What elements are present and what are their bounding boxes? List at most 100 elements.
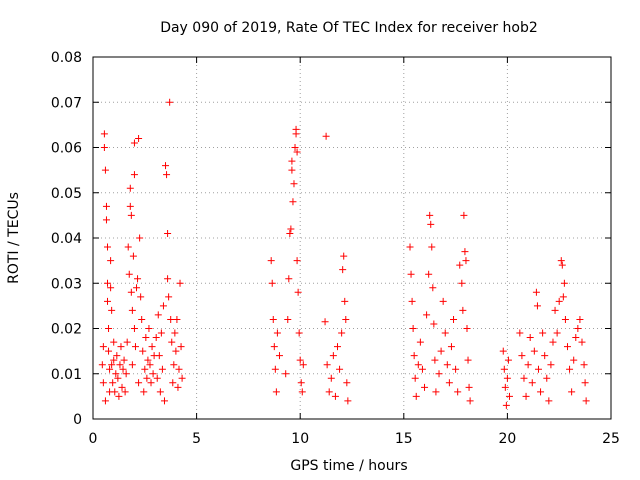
- data-point: [505, 392, 513, 400]
- data-point: [416, 338, 424, 346]
- data-point: [545, 397, 553, 405]
- y-tick-label: 0.02: [51, 322, 82, 338]
- data-point: [465, 383, 473, 391]
- data-point: [134, 275, 142, 283]
- y-tick-label: 0.07: [51, 95, 82, 111]
- data-point: [450, 315, 458, 323]
- data-point: [165, 293, 173, 301]
- data-point: [164, 229, 172, 237]
- data-point: [271, 365, 279, 373]
- data-point: [168, 338, 176, 346]
- data-point: [130, 171, 138, 179]
- x-axis-label: GPS time / hours: [290, 458, 407, 474]
- data-point: [576, 315, 584, 323]
- data-point: [98, 361, 106, 369]
- data-point: [466, 397, 474, 405]
- data-point: [559, 293, 567, 301]
- data-point: [331, 392, 339, 400]
- data-point: [125, 270, 133, 278]
- data-point: [421, 383, 429, 391]
- data-point: [570, 356, 578, 364]
- data-point: [435, 370, 443, 378]
- data-point: [578, 338, 586, 346]
- data-point: [463, 325, 471, 332]
- data-point: [431, 356, 439, 364]
- data-point: [297, 379, 305, 387]
- data-point: [327, 374, 335, 382]
- data-point: [516, 329, 524, 337]
- data-point: [140, 388, 148, 396]
- data-point: [154, 311, 162, 319]
- data-point: [124, 243, 132, 251]
- data-point: [292, 130, 300, 138]
- data-point: [441, 329, 449, 337]
- data-point: [412, 392, 420, 400]
- data-point: [143, 374, 151, 382]
- data-point: [409, 325, 417, 332]
- data-point: [114, 374, 122, 382]
- data-point: [285, 275, 293, 283]
- data-point: [135, 379, 143, 387]
- data-point: [178, 374, 186, 382]
- data-point: [452, 365, 460, 373]
- data-point: [128, 361, 136, 369]
- x-tick-label: 15: [395, 431, 413, 447]
- data-point: [275, 352, 283, 360]
- data-point: [341, 297, 349, 305]
- data-point: [120, 356, 128, 364]
- y-tick-label: 0: [73, 412, 82, 428]
- data-point: [157, 329, 165, 337]
- axis-ticks: 0 5 10 15 20 25 0 0.01 0.02 0.03 0.04 0.05 0.06 0.07 0…: [51, 50, 620, 447]
- data-point: [425, 270, 433, 278]
- data-point: [152, 334, 160, 342]
- data-point: [560, 279, 568, 287]
- data-point: [119, 365, 127, 373]
- data-point: [539, 329, 547, 337]
- data-point: [107, 257, 115, 265]
- y-tick-label: 0.08: [51, 50, 82, 66]
- data-point: [171, 329, 179, 337]
- data-point: [580, 361, 588, 369]
- data-point: [429, 284, 437, 292]
- y-tick-label: 0.03: [51, 276, 82, 292]
- data-point: [293, 148, 301, 156]
- data-point: [428, 243, 436, 251]
- data-point: [344, 397, 352, 405]
- data-point: [500, 365, 508, 373]
- x-tick-label: 25: [602, 431, 620, 447]
- data-point: [339, 266, 347, 274]
- data-point: [269, 315, 277, 323]
- data-point: [530, 347, 538, 355]
- data-point: [104, 243, 112, 251]
- data-point: [503, 374, 511, 382]
- data-point: [272, 388, 280, 396]
- gridlines: [93, 57, 611, 419]
- data-point: [555, 297, 563, 305]
- data-point: [329, 352, 337, 360]
- data-point: [135, 134, 143, 142]
- data-point: [423, 311, 431, 319]
- data-point: [459, 306, 467, 314]
- data-point: [105, 325, 113, 332]
- data-point: [572, 334, 580, 342]
- data-point: [293, 257, 301, 265]
- data-point: [100, 144, 108, 151]
- data-point: [566, 365, 574, 373]
- data-point: [177, 343, 185, 351]
- data-point: [102, 202, 110, 210]
- data-point: [129, 252, 137, 260]
- data-point: [520, 374, 528, 382]
- data-point: [427, 220, 435, 228]
- data-point: [169, 379, 177, 387]
- data-point: [116, 361, 124, 369]
- data-point: [138, 315, 146, 323]
- data-point: [159, 302, 167, 310]
- data-point: [270, 343, 278, 351]
- data-point: [175, 365, 183, 373]
- data-point: [541, 352, 549, 360]
- data-point: [568, 388, 576, 396]
- data-point: [342, 315, 350, 323]
- data-point: [456, 261, 464, 269]
- data-point: [153, 374, 161, 382]
- data-point: [340, 252, 348, 260]
